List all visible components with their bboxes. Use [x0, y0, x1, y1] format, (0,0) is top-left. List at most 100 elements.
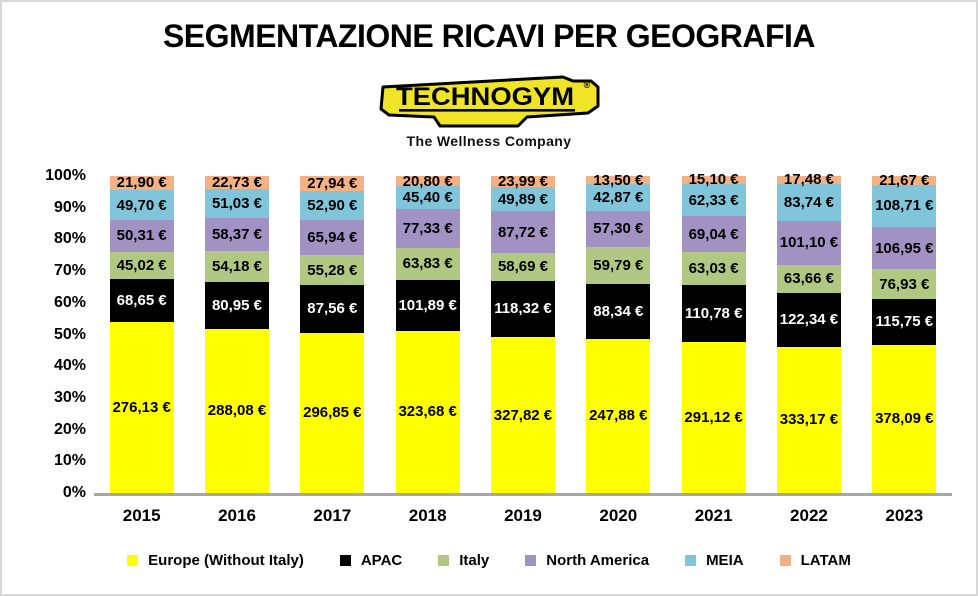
value-label-apac-2015: 68,65 €: [116, 292, 167, 310]
segment-north-america-2017: 65,94 €: [300, 219, 365, 256]
x-label-2016: 2016: [218, 506, 256, 525]
segment-north-america-2022: 101,10 €: [776, 220, 841, 265]
value-label-europe-without-italy-2023: 378,09 €: [875, 410, 934, 428]
segment-italy-2022: 63,66 €: [776, 264, 841, 293]
value-label-meia-2023: 108,71 €: [875, 197, 934, 215]
segment-europe-without-italy-2015: 276,13 €: [109, 321, 174, 493]
legend-swatch-europe-without-italy: [127, 555, 139, 566]
value-label-meia-2015: 49,70 €: [116, 196, 167, 214]
x-label-2020: 2020: [599, 506, 638, 525]
legend-label-meia: MEIA: [706, 552, 744, 569]
segment-latam-2023: 21,67 €: [872, 173, 937, 188]
segment-latam-2017: 27,94 €: [300, 175, 365, 193]
segment-north-america-2021: 69,04 €: [681, 216, 746, 252]
segment-latam-2016: 22,73 €: [204, 174, 269, 192]
segment-apac-2022: 122,34 €: [776, 292, 841, 347]
value-label-north-america-2019: 87,72 €: [497, 223, 548, 241]
segment-italy-2016: 54,18 €: [204, 251, 269, 283]
technogym-banner-icon: TECHNOGYM ®: [379, 75, 600, 128]
value-label-meia-2021: 62,33 €: [688, 191, 739, 209]
value-label-europe-without-italy-2019: 327,82 €: [493, 406, 553, 424]
bar-slot-2022: 333,17 € 122,34 € 63,66 € 101,10 € 83,74 € 17…: [761, 172, 856, 493]
segment-latam-2019: 23,99 €: [490, 174, 555, 189]
y-tick-50pct: 50%: [53, 325, 86, 343]
value-label-europe-without-italy-2016: 288,08 €: [207, 402, 267, 420]
legend-label-italy: Italy: [459, 552, 490, 569]
x-label-2022: 2022: [790, 506, 828, 525]
segment-north-america-2018: 77,33 €: [395, 209, 460, 248]
value-label-italy-2018: 63,83 €: [402, 255, 453, 273]
bar-2021: 291,12 € 110,78 € 63,03 € 69,04 € 62,33 € 15,…: [681, 172, 746, 493]
banner-shape: [379, 75, 600, 128]
y-tick-100pct: 100%: [45, 167, 86, 184]
bar-2018: 323,68 € 101,89 € 63,83 € 77,33 € 45,40 €20,…: [395, 172, 460, 493]
value-label-north-america-2016: 58,37 €: [211, 226, 262, 244]
segment-italy-2019: 58,69 €: [490, 252, 555, 281]
brand-underline: [399, 109, 575, 112]
y-tick-80pct: 80%: [53, 230, 86, 248]
segment-north-america-2020: 57,30 €: [586, 211, 651, 247]
chart-title: SEGMENTAZIONE RICAVI PER GEOGRAFIA: [162, 18, 816, 54]
value-label-europe-without-italy-2020: 247,88 €: [589, 407, 648, 425]
value-label-apac-2018: 101,89 €: [398, 296, 457, 314]
segment-latam-2018: 20,80 €: [395, 172, 460, 190]
bar-2022: 333,17 € 122,34 € 63,66 € 101,10 € 83,74 € 17…: [776, 172, 841, 493]
bar-2015: 276,13 € 68,65 € 45,02 € 50,31 € 49,70 € 21,9…: [109, 175, 174, 493]
value-label-north-america-2021: 69,04 €: [688, 225, 739, 243]
segment-meia-2016: 51,03 €: [204, 189, 269, 219]
value-label-apac-2023: 115,75 €: [875, 313, 934, 331]
segment-meia-2018: 45,40 €: [395, 186, 460, 210]
segment-europe-without-italy-2021: 291,12 €: [681, 342, 746, 493]
segment-meia-2022: 83,74 €: [776, 183, 841, 221]
segment-italy-2015: 45,02 €: [109, 251, 174, 280]
value-label-meia-2018: 45,40 €: [402, 189, 453, 207]
x-label-2019: 2019: [504, 506, 542, 525]
legend-swatch-apac: [339, 555, 351, 566]
value-label-latam-2017: 27,94 €: [307, 175, 358, 193]
bar-slot-2021: 291,12 € 110,78 € 63,03 € 69,04 € 62,33 € 15,…: [666, 172, 761, 493]
value-label-north-america-2018: 77,33 €: [402, 220, 453, 238]
segment-meia-2023: 108,71 €: [872, 184, 937, 228]
y-tick-20pct: 20%: [53, 420, 86, 438]
segment-north-america-2019: 87,72 €: [490, 211, 555, 253]
x-label-2021: 2021: [694, 506, 733, 525]
value-label-italy-2023: 76,93 €: [879, 275, 930, 293]
y-axis: 0% 10% 20% 30% 40% 50% 60% 70% 80% 90% 100%: [2, 167, 86, 501]
y-tick-70pct: 70%: [53, 262, 86, 280]
value-label-europe-without-italy-2018: 323,68 €: [398, 403, 457, 421]
segment-europe-without-italy-2022: 333,17 €: [776, 346, 841, 493]
value-label-latam-2018: 20,80 €: [402, 172, 453, 190]
value-label-europe-without-italy-2015: 276,13 €: [112, 398, 171, 416]
x-label-2017: 2017: [313, 506, 352, 525]
plot-area: 276,13 € 68,65 € 45,02 € 50,31 € 49,70 € 21,9…: [94, 171, 952, 496]
value-label-europe-without-italy-2022: 333,17 €: [779, 411, 839, 429]
value-label-meia-2017: 52,90 €: [307, 196, 358, 214]
segment-meia-2017: 52,90 €: [300, 191, 365, 220]
value-label-europe-without-italy-2017: 296,85 €: [303, 404, 362, 422]
legend-item-latam: LATAM: [779, 552, 851, 569]
value-label-italy-2020: 59,79 €: [593, 256, 644, 274]
bar-2017: 296,85 € 87,56 € 55,28 € 65,94 € 52,90 € 27,9…: [300, 175, 365, 493]
segment-apac-2016: 80,95 €: [204, 282, 269, 329]
value-label-meia-2020: 42,87 €: [593, 189, 644, 207]
segment-europe-without-italy-2018: 323,68 €: [395, 330, 460, 493]
bar-slot-2016: 288,08 € 80,95 € 54,18 € 58,37 € 51,03 € 22,7…: [189, 174, 284, 493]
value-label-latam-2021: 15,10 €: [688, 171, 739, 189]
legend-label-north-america: North America: [546, 552, 650, 569]
bar-2020: 247,88 € 88,34 € 59,79 € 57,30 € 42,87 €13,5…: [586, 171, 651, 493]
value-label-north-america-2023: 106,95 €: [875, 239, 934, 257]
legend-item-apac: APAC: [339, 552, 402, 569]
registered-mark: ®: [584, 80, 591, 90]
segment-meia-2021: 62,33 €: [681, 183, 746, 217]
legend-swatch-north-america: [525, 555, 537, 566]
bar-slot-2019: 327,82 € 118,32 € 58,69 € 87,72 € 49,89 €23,…: [475, 174, 570, 493]
value-label-apac-2022: 122,34 €: [779, 311, 839, 329]
value-label-latam-2016: 22,73 €: [211, 174, 262, 192]
legend-label-latam: LATAM: [800, 552, 851, 569]
value-label-europe-without-italy-2021: 291,12 €: [684, 409, 743, 427]
brand-text: TECHNOGYM: [396, 83, 574, 111]
value-label-latam-2020: 13,50 €: [593, 171, 644, 189]
x-axis: 2015 2016 2017 2018 2019 2020 2021 2022 2023: [94, 506, 952, 526]
segment-europe-without-italy-2020: 247,88 €: [586, 338, 651, 493]
bar-slot-2018: 323,68 € 101,89 € 63,83 € 77,33 € 45,40 €20,…: [380, 172, 475, 493]
